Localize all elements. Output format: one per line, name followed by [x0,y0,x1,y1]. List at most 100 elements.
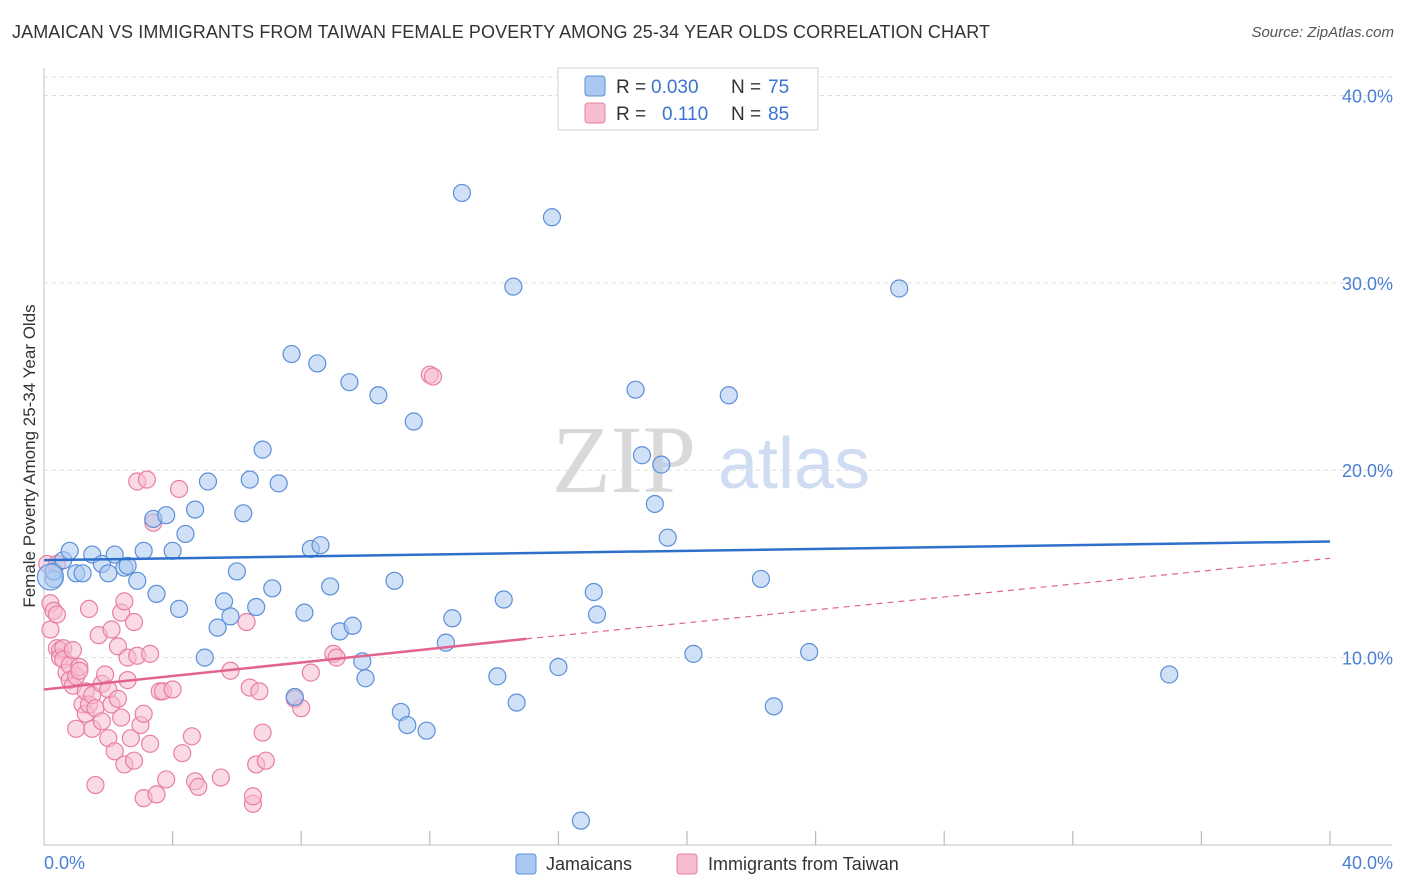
taiwan-point [67,719,86,738]
jamaicans-point [571,811,591,830]
jamaicans-point [263,579,282,598]
jamaicans-point [269,474,288,493]
legend-n-label-1: N = [731,77,761,98]
taiwan-point [147,785,166,804]
jamaicans-point [227,562,246,581]
taiwan-point [163,680,182,699]
jamaicans-point [800,642,819,662]
taiwan-point [211,768,230,787]
legend-n-value-2: 85 [768,104,789,125]
x-tick-label-max: 40.0% [1342,853,1393,873]
jamaicans-point [169,599,189,619]
taiwan-point [41,620,60,639]
jamaicans-point [295,603,314,622]
jamaicans-point [240,470,259,489]
taiwan-point [253,723,272,742]
axes [43,68,1392,846]
jamaicans-point [652,455,671,474]
watermark-atlas: atlas [718,424,870,504]
jamaicans-point [549,657,568,677]
taiwan-point [140,644,160,663]
taiwan-point [189,777,208,797]
taiwan-point [124,612,144,632]
jamaicans-point [1160,665,1179,684]
bottom-legend-label-jamaicans: Jamaicans [546,854,632,874]
jamaicans-point-large [36,563,65,591]
y-tick-labels: 10.0% 20.0% 30.0% 40.0% [1342,86,1393,668]
taiwan-point [250,682,269,701]
jamaicans-point [385,571,404,590]
taiwan-point [115,592,134,611]
jamaicans-point [308,354,327,373]
taiwan-point [95,665,115,684]
taiwan-point [79,599,99,619]
jamaicans-point [247,597,266,617]
taiwan-point [134,704,153,723]
jamaicans-point [890,279,909,298]
jamaicans-point [99,564,118,583]
taiwan-point [137,470,156,489]
taiwan-point [70,661,89,680]
taiwan-point [423,367,443,386]
jamaicans-point [176,524,195,544]
taiwan-point [108,689,128,708]
jamaicans-point [208,618,227,637]
jamaicans-point [587,605,607,624]
taiwan-point [237,612,256,632]
taiwan-point [169,479,189,499]
gridlines [44,76,1392,659]
jamaicans-point [488,667,507,686]
y-tick-label: 20.0% [1342,461,1393,481]
bottom-legend-swatch-taiwan [676,853,698,875]
taiwan-point [105,742,124,761]
taiwan-point [243,787,263,806]
watermark-zip: ZIP [552,406,696,513]
taiwan-point [92,712,111,731]
jamaicans-point [195,648,214,667]
legend: R = 0.030 N = 75 R = 0.110 N = 85 [557,67,819,131]
jamaicans-point [73,564,92,583]
bottom-legend-swatch-jamaicans [515,853,537,875]
taiwan-point [140,734,160,753]
jamaicans-point [343,616,362,635]
legend-r-value-1: 0.030 [651,77,699,98]
jamaicans-point [282,344,301,364]
jamaicans-point [507,693,526,712]
legend-swatch-taiwan [584,102,606,124]
source-credit: Source: ZipAtlas.com [1251,24,1394,41]
jamaicans-point [452,183,472,203]
jamaicans-point [626,380,645,399]
taiwan-trend-line [43,637,527,691]
y-tick-label: 30.0% [1342,274,1393,294]
taiwan-point [124,751,144,770]
chart-title: JAMAICAN VS IMMIGRANTS FROM TAIWAN FEMAL… [12,22,991,42]
jamaicans-point [186,500,205,519]
taiwan-point [173,744,192,763]
jamaicans-point [504,277,523,296]
jamaicans-point [684,644,703,663]
jamaicans-point [311,536,330,555]
jamaicans-point [157,506,176,525]
jamaicans-point [147,584,166,604]
y-tick-label: 40.0% [1342,86,1393,106]
jamaicans-point [719,386,738,405]
taiwan-trend-line-extension [526,557,1331,640]
trend-lines [43,540,1331,691]
jamaicans-point [118,556,137,575]
jamaicans-point [128,571,147,590]
jamaicans-point [632,446,652,465]
bottom-legend-label-taiwan: Immigrants from Taiwan [708,854,899,874]
jamaicans-point [356,669,375,688]
x-tick-label-min: 0.0% [44,853,85,873]
jamaicans-point [234,504,253,523]
legend-swatch-jamaicans [584,75,606,97]
legend-r-value-2: 0.110 [662,104,708,125]
jamaicans-point [163,541,182,560]
taiwan-point [157,770,176,789]
jamaicans-point [398,715,417,735]
taiwan-point [121,729,140,748]
taiwan-point [102,620,121,639]
jamaicans-point [542,208,562,227]
jamaicans-point [751,569,771,589]
